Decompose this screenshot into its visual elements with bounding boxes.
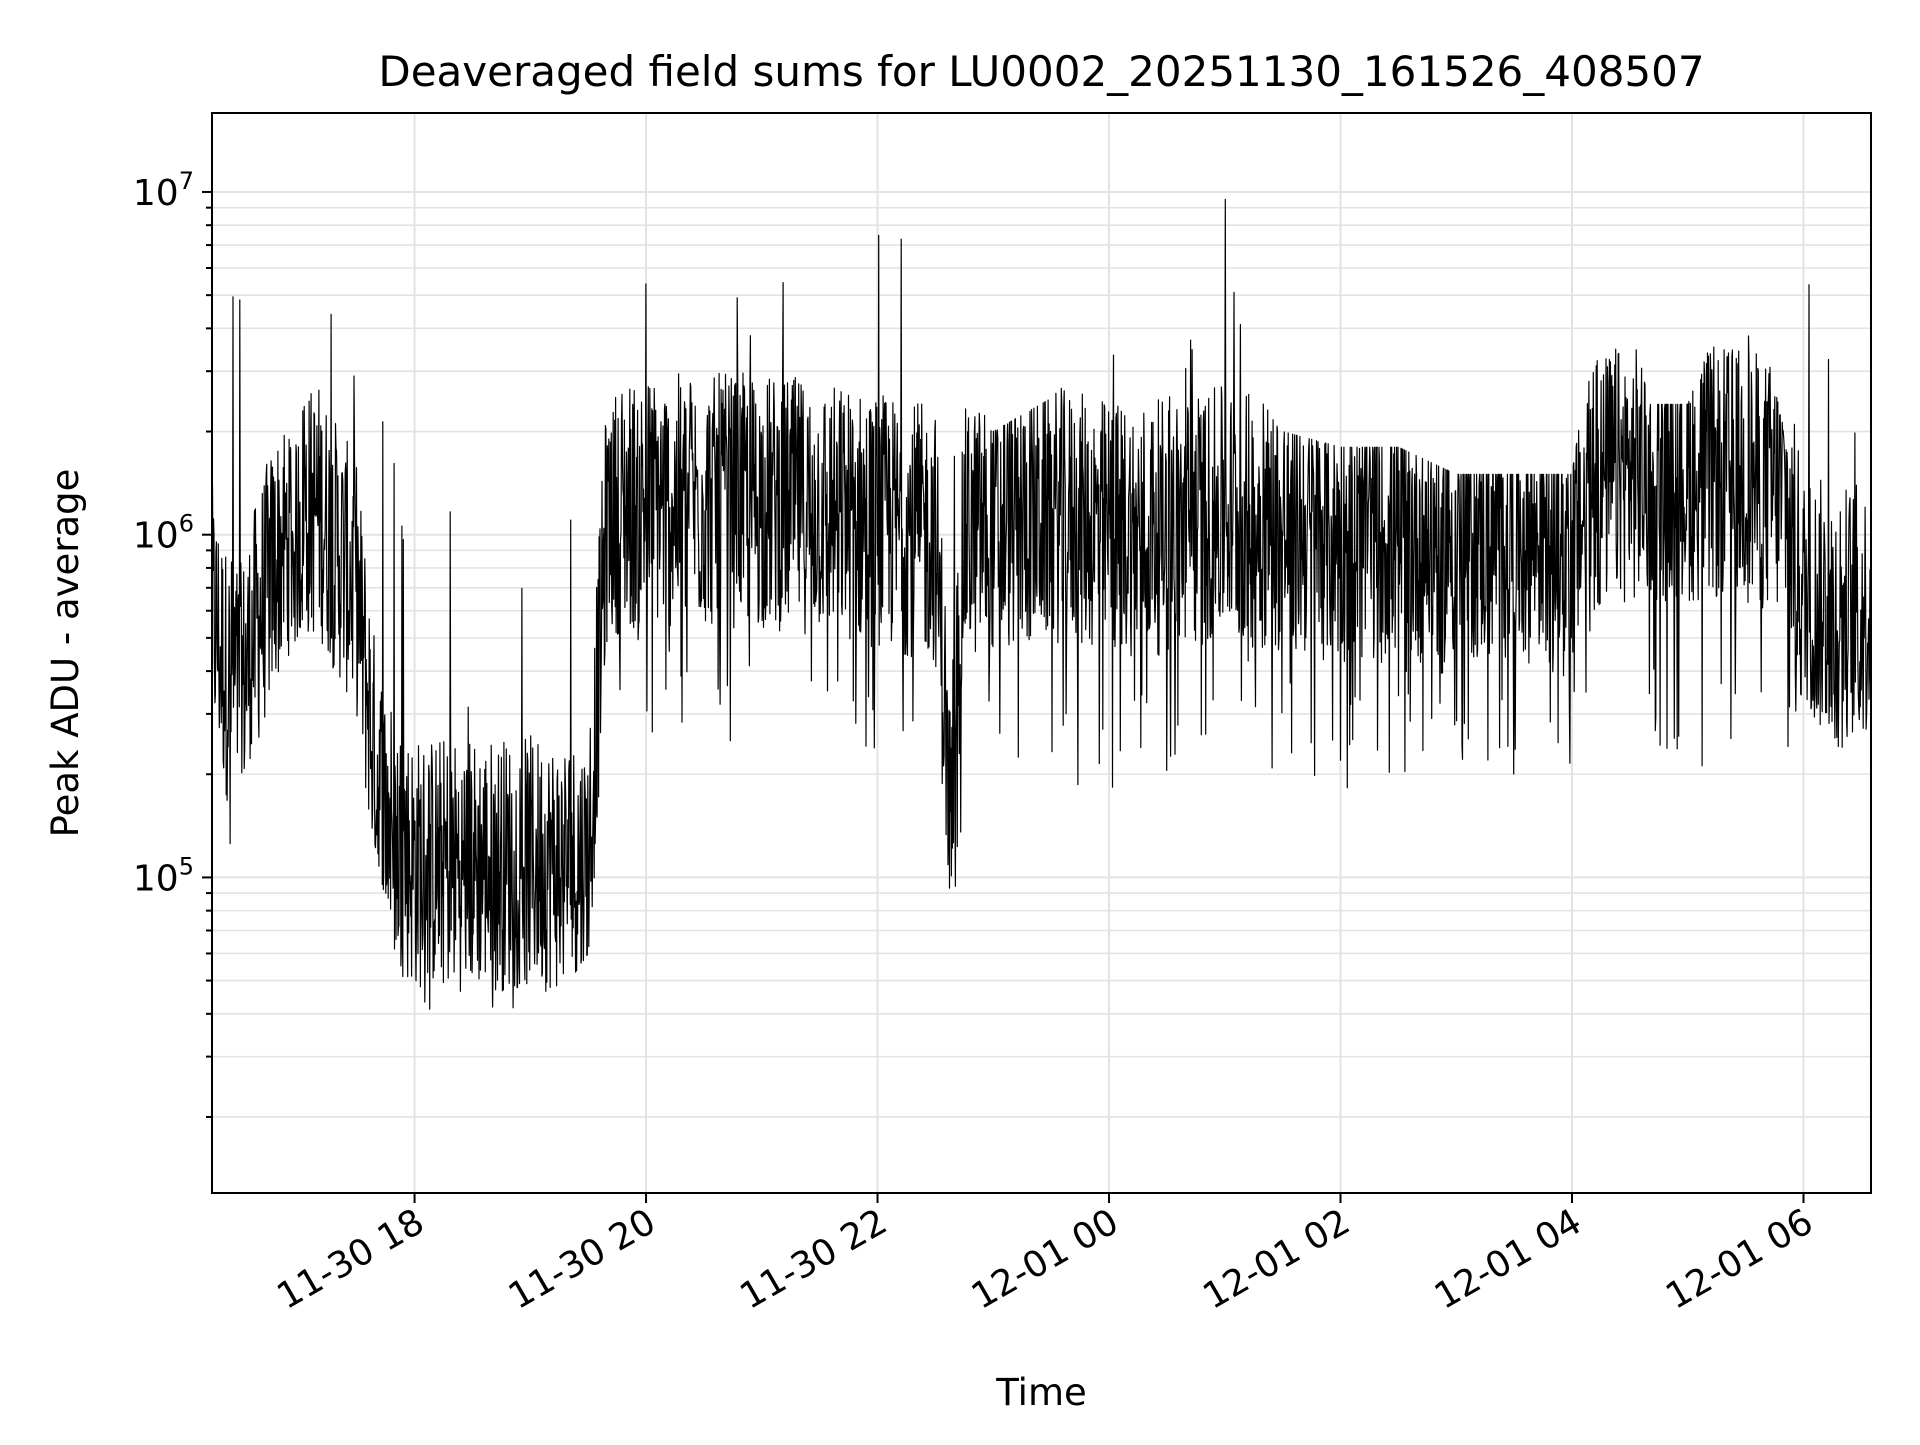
plot-frame [211,112,1872,1194]
x-tick-label: 11-30 20 [502,1201,663,1317]
y-tick-exponent: 5 [179,852,194,880]
x-tick-label: 11-30 18 [270,1201,431,1317]
x-axis-label: Time [995,1371,1087,1414]
y-tick-label: 107 [133,167,194,214]
x-tick-label: 12-01 02 [1196,1201,1357,1317]
chart-title: Deaveraged field sums for LU0002_2025113… [378,47,1704,96]
y-tick-label: 105 [133,852,194,899]
axis-ticks: 11-30 18 11-30 20 11-30 22 12-01 00 12-01 02… [133,167,1820,1318]
y-tick-base: 10 [133,858,179,899]
y-tick-exponent: 6 [179,510,194,538]
y-tick-exponent: 7 [179,167,194,195]
y-tick-base: 10 [133,516,179,557]
y-tick-base: 10 [133,173,179,214]
data-layer [211,198,1872,1010]
x-tick-label: 12-01 00 [965,1201,1126,1317]
x-tick-label: 12-01 06 [1659,1201,1820,1317]
y-tick-label: 106 [133,510,194,557]
x-tick-label: 12-01 04 [1428,1201,1589,1317]
grid-lines [212,113,1871,1193]
y-axis-label: Peak ADU - average [44,469,87,838]
series-line [211,198,1872,1010]
x-tick-label: 11-30 22 [733,1201,894,1317]
